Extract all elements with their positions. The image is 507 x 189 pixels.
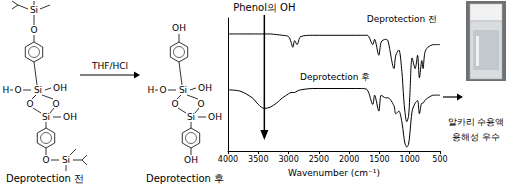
svg-text:Deprotection 전: Deprotection 전 [6,173,84,184]
svg-text:O: O [42,155,49,165]
svg-text:H: H [148,85,155,95]
svg-text:O: O [26,99,33,109]
svg-text:Wavenumber (cm⁻¹): Wavenumber (cm⁻¹) [288,168,380,178]
svg-text:용해성 우수: 용해성 우수 [452,132,500,142]
svg-text:Deprotection 후: Deprotection 후 [300,72,370,82]
svg-text:Si: Si [179,85,187,95]
svg-text:O: O [159,85,166,95]
svg-text:Si: Si [62,155,70,165]
svg-text:1500: 1500 [369,155,389,164]
svg-text:Deprotection 후: Deprotection 후 [146,173,224,184]
svg-text:Si: Si [42,112,50,122]
svg-text:OH: OH [63,112,77,122]
svg-text:Deprotection 전: Deprotection 전 [367,14,437,24]
svg-text:3500: 3500 [248,155,268,164]
svg-text:2000: 2000 [339,155,359,164]
svg-text:H: H [3,85,10,95]
svg-text:Si: Si [187,112,195,122]
svg-text:3000: 3000 [278,155,298,164]
svg-text:O: O [52,99,59,109]
svg-text:4000: 4000 [218,155,238,164]
svg-text:알카리 수용액: 알카리 수용액 [448,117,505,127]
svg-text:Si: Si [34,85,42,95]
svg-text:OH: OH [184,155,198,165]
svg-text:O: O [30,25,37,35]
svg-text:O: O [197,99,204,109]
svg-text:Si: Si [30,5,38,15]
svg-text:2500: 2500 [309,155,329,164]
svg-text:500: 500 [432,155,447,164]
svg-text:OH: OH [198,83,212,93]
svg-text:Phenol의 OH: Phenol의 OH [233,2,295,13]
svg-text:O: O [14,85,21,95]
svg-text:OH: OH [53,83,67,93]
svg-text:1000: 1000 [400,155,420,164]
svg-text:OH: OH [172,23,186,33]
svg-text:O: O [171,99,178,109]
svg-text:THF/HCl: THF/HCl [91,61,128,71]
svg-text:OH: OH [208,112,222,122]
